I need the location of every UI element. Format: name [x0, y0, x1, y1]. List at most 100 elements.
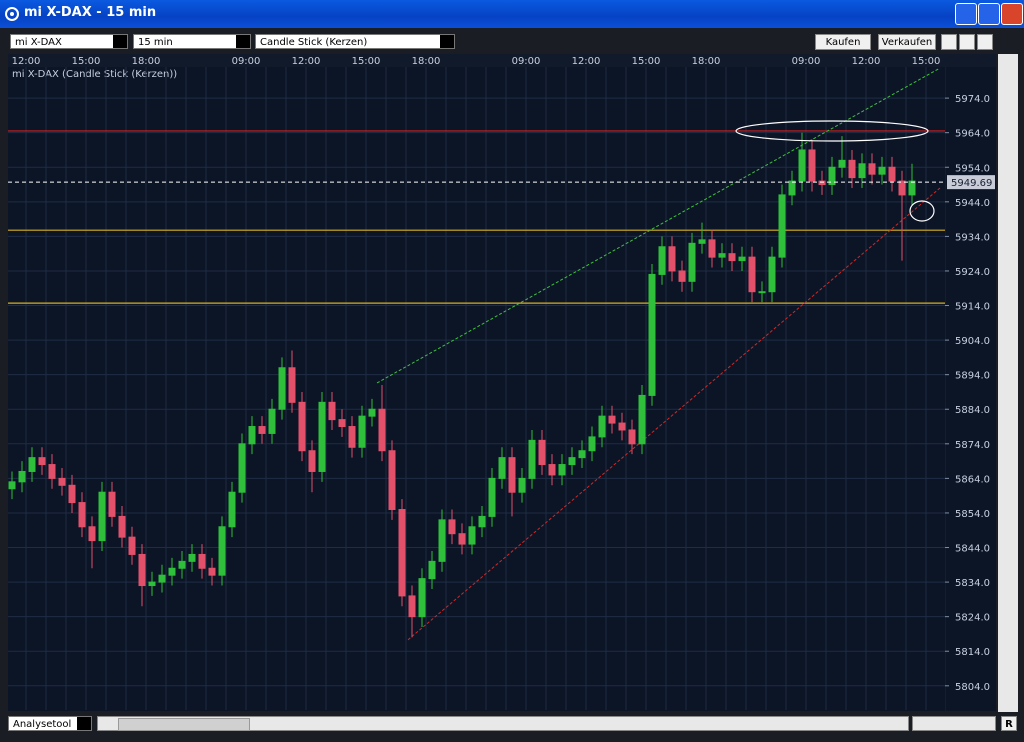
candle-body [228, 491, 236, 528]
candle-body [748, 256, 756, 293]
candle-body [728, 253, 736, 262]
candle-body [268, 408, 276, 434]
candle-body [528, 439, 536, 479]
candle-body [478, 515, 486, 528]
candle-body [708, 239, 716, 258]
candle-body [818, 180, 826, 186]
price-axis [946, 67, 996, 711]
interval-text: 15 min [138, 37, 173, 48]
candle-body [788, 180, 796, 196]
y-tick-label: 5804.0 [955, 682, 990, 693]
draw-button[interactable] [959, 34, 975, 50]
y-tick-label: 5894.0 [955, 371, 990, 382]
candle-body [448, 519, 456, 535]
candle-body [908, 180, 916, 196]
maximize-button[interactable] [978, 3, 1000, 25]
reset-button[interactable]: R [1001, 716, 1017, 731]
candle-body [688, 242, 696, 282]
candle-body [558, 464, 566, 476]
candle-body [258, 426, 266, 434]
toolbar: mi X-DAX 15 min Candle Stick (Kerzen) Ka… [0, 28, 1024, 54]
zoom-slider[interactable] [912, 716, 996, 731]
candle-body [358, 415, 366, 448]
candle-body [648, 273, 656, 396]
close-button[interactable] [1001, 3, 1023, 25]
window-button[interactable] [977, 34, 993, 50]
x-tick-label: 15:00 [912, 56, 941, 67]
y-tick-label: 5954.0 [955, 163, 990, 174]
window-title: mi X-DAX - 15 min [24, 5, 157, 20]
candle-body [408, 595, 416, 618]
minimize-button[interactable] [955, 3, 977, 25]
style-select[interactable]: Candle Stick (Kerzen) [255, 34, 455, 49]
candle-body [468, 526, 476, 545]
x-tick-label: 12:00 [292, 56, 321, 67]
candle-body [208, 567, 216, 576]
candle-body [168, 567, 176, 576]
analysis-select[interactable]: Analysetool [8, 716, 92, 731]
vertical-scrollbar[interactable] [998, 54, 1018, 712]
y-tick-label: 5824.0 [955, 613, 990, 624]
candle-body [218, 526, 226, 576]
candle-body [738, 256, 746, 262]
buy-button[interactable]: Kaufen [815, 34, 871, 50]
x-tick-label: 09:00 [792, 56, 821, 67]
candle-body [88, 526, 96, 542]
candle-body [568, 457, 576, 466]
candle-body [848, 159, 856, 179]
candle-body [198, 553, 206, 569]
candle-body [148, 581, 156, 587]
y-tick-label: 5844.0 [955, 544, 990, 555]
candle-body [28, 457, 36, 472]
annotation-ellipse [735, 120, 929, 142]
candle-body [8, 481, 16, 490]
candle-body [188, 553, 196, 562]
y-tick-label: 5834.0 [955, 578, 990, 589]
x-tick-label: 15:00 [632, 56, 661, 67]
x-tick-label: 18:00 [692, 56, 721, 67]
instrument-select[interactable]: mi X-DAX [10, 34, 128, 49]
candle-body [598, 415, 606, 438]
x-tick-label: 09:00 [512, 56, 541, 67]
candle-body [898, 180, 906, 196]
x-tick-label: 18:00 [412, 56, 441, 67]
x-tick-label: 09:00 [232, 56, 261, 67]
sell-button[interactable]: Verkaufen [878, 34, 936, 50]
candle-body [118, 515, 126, 538]
candle-body [418, 578, 426, 618]
y-tick-label: 5904.0 [955, 336, 990, 347]
scroll-thumb[interactable] [118, 718, 250, 731]
candle-body [288, 367, 296, 403]
candle-body [158, 574, 166, 583]
candle-body [878, 166, 886, 175]
interval-select[interactable]: 15 min [133, 34, 251, 49]
y-tick-label: 5884.0 [955, 405, 990, 416]
style-text: Candle Stick (Kerzen) [260, 37, 368, 48]
candle-body [518, 477, 526, 493]
x-tick-label: 12:00 [572, 56, 601, 67]
candle-body [38, 457, 46, 466]
tool-button[interactable] [941, 34, 957, 50]
horizontal-scrollbar[interactable] [97, 716, 909, 731]
candle-body [658, 246, 666, 275]
candle-body [298, 401, 306, 452]
candle-body [838, 159, 846, 168]
plot-area [8, 67, 945, 711]
candle-body [678, 270, 686, 282]
candle-body [768, 256, 776, 293]
candle-body [618, 422, 626, 431]
candle-body [608, 415, 616, 424]
trend-line [407, 187, 941, 641]
candle-body [868, 163, 876, 175]
y-tick-label: 5814.0 [955, 647, 990, 658]
last-price-box [947, 175, 995, 190]
candle-body [548, 464, 556, 476]
candle-body [858, 163, 866, 179]
y-tick-label: 5874.0 [955, 440, 990, 451]
y-tick-label: 5934.0 [955, 232, 990, 243]
y-tick-label: 5924.0 [955, 267, 990, 278]
time-axis [8, 54, 996, 67]
candle-body [328, 401, 336, 421]
y-tick-label: 5974.0 [955, 94, 990, 105]
candle-body [638, 394, 646, 445]
